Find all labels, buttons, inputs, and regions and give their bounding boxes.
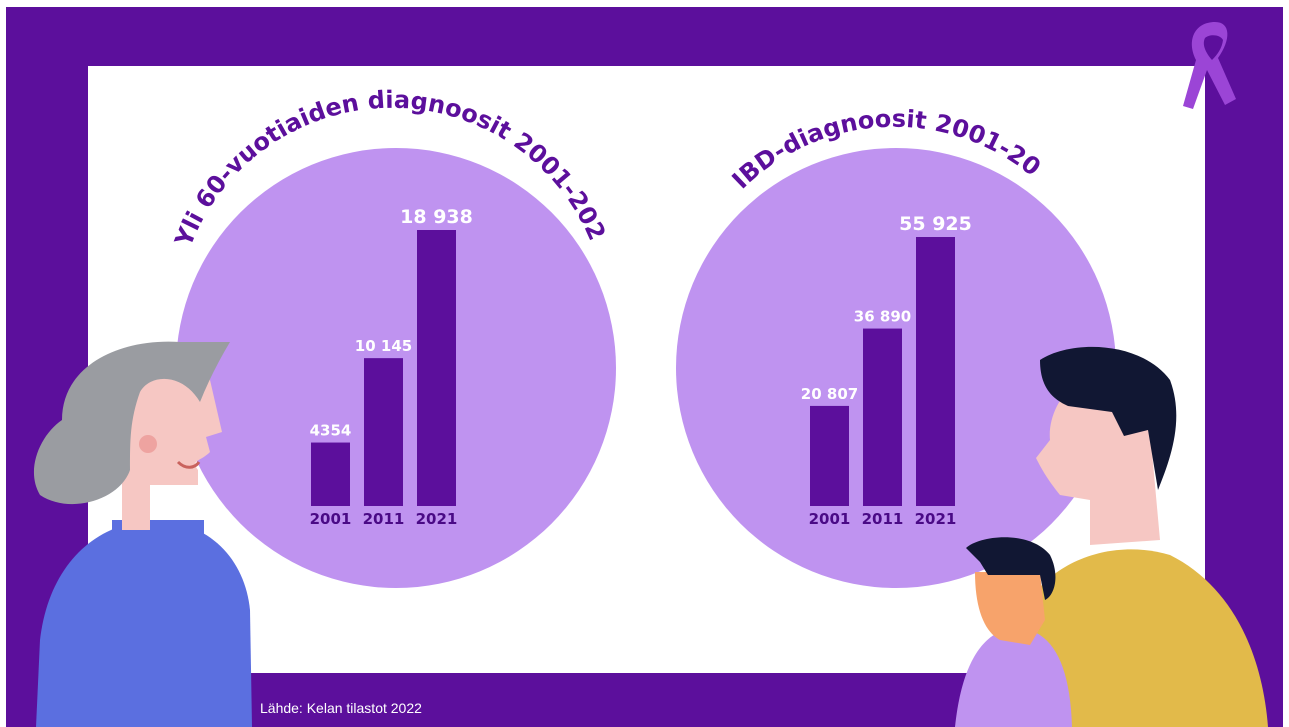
chart-1-bars: 4354 2001 10 145 2011 18 938 2021: [310, 206, 473, 528]
chart-1-value-label-2001: 4354: [310, 422, 352, 440]
chart-2-value-label-2001: 20 807: [801, 385, 858, 403]
chart-1-bar-2011: [364, 358, 403, 506]
source-note: Lähde: Kelan tilastot 2022: [260, 700, 422, 716]
chart-1-bar-2021: [417, 230, 456, 506]
chart-2-bar-2011: [863, 328, 902, 506]
chart-1-category-label-2011: 2011: [363, 510, 405, 528]
chart-2-category-label-2021: 2021: [915, 510, 957, 528]
chart-1-bar-2001: [311, 442, 350, 506]
chart-2-category-label-2011: 2011: [862, 510, 904, 528]
awareness-ribbon-icon: [1183, 22, 1236, 109]
chart-1-value-label-2011: 10 145: [355, 337, 412, 355]
child-illustration: [955, 537, 1072, 727]
chart-2-bar-2001: [810, 405, 849, 506]
chart-1-value-label-2021: 18 938: [400, 206, 473, 228]
man-illustration: [1030, 346, 1268, 727]
chart-2-bars: 20 807 2001 36 890 2011 55 925 2021: [801, 213, 972, 528]
chart-2-value-label-2021: 55 925: [899, 213, 972, 235]
elderly-woman-illustration: [33, 341, 252, 727]
chart-2-bar-2021: [916, 237, 955, 506]
chart-2-value-label-2011: 36 890: [854, 308, 911, 326]
chart-1-category-label-2001: 2001: [310, 510, 352, 528]
chart-1-category-label-2021: 2021: [416, 510, 458, 528]
chart-2-category-label-2001: 2001: [809, 510, 851, 528]
